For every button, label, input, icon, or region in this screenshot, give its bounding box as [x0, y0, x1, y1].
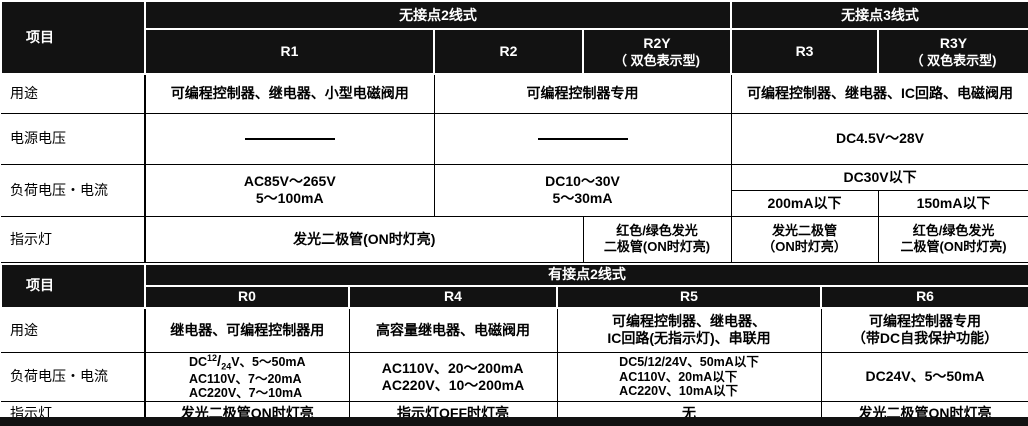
cell-load-r6: DC24V、5～50mA: [820, 352, 1028, 402]
indicator-r3y-line1: 红色/绿色发光: [912, 223, 995, 239]
indicator-r3y-line2: 二极管(ON时灯亮): [900, 239, 1007, 254]
contactless-spec-table: 项目 无接点2线式 无接点3线式 R1 R2 R2Y （ 双色表示型) R3 R…: [0, 0, 1028, 263]
indicator-r3-line1: 发光二极管: [772, 223, 838, 239]
model-header-r2y: R2Y （ 双色表示型): [581, 28, 733, 75]
bottom-divider-bar: [0, 417, 1028, 426]
use-r5-line1: 可编程控制器、继电器、: [612, 313, 766, 330]
cell-load-r5: DC5/12/24V、50mA以下 AC110V、20mA以下 AC220V、1…: [556, 352, 822, 402]
group-header-contactless-3wire: 无接点3线式: [730, 0, 1028, 30]
use-r6-line1: 可编程控制器专用: [869, 313, 982, 330]
model-header-r5: R5: [556, 284, 822, 309]
cell-supply-r2-r2y: ———: [433, 112, 732, 165]
load-r1-voltage: AC85V～265V: [243, 173, 336, 190]
group-header-contactless-2wire: 无接点2线式: [143, 0, 733, 30]
model-header-r2: R2: [433, 28, 584, 75]
model-subtitle-r2y: （ 双色表示型): [614, 52, 700, 68]
load-r0-line2: AC110V、7～20mA: [188, 372, 302, 386]
cell-supply-r1: ———: [144, 112, 435, 165]
model-subtitle-r3y: （ 双色表示型): [910, 52, 997, 68]
indicator-r3-line2: （ON时灯亮）: [762, 239, 847, 254]
load-r0-line1: DC12/24V、5～50mA: [188, 353, 306, 372]
use-r6-line2: （带DC自我保护功能）: [851, 330, 999, 347]
cell-use-r5: 可编程控制器、继电器、 IC回路(无指示灯)、串联用: [556, 307, 822, 353]
cell-use-r3-r3y: 可编程控制器、继电器、IC回路、电磁阀用: [730, 73, 1028, 114]
row-label-supply-voltage: 电源电压: [1, 112, 146, 165]
cell-supply-r3-r3y: DC4.5V～28V: [730, 112, 1028, 165]
model-header-r0: R0: [144, 284, 350, 309]
cell-use-r6: 可编程控制器专用 （带DC自我保护功能）: [820, 307, 1028, 353]
item-header-2: 项目: [0, 262, 146, 309]
load-r5-line2: AC110V、20mA以下: [619, 369, 738, 384]
load-r5-line1: DC5/12/24V、50mA以下: [619, 355, 759, 370]
load-r4-line1: AC110V、20～200mA: [381, 360, 524, 377]
row-label-use: 用途: [1, 73, 146, 114]
row-label-use-2: 用途: [1, 307, 146, 353]
cell-use-r2-r2y: 可编程控制器专用: [433, 73, 732, 114]
model-name-r2y: R2Y: [643, 34, 671, 51]
load-r2-current: 5～30mA: [552, 190, 613, 206]
cell-indicator-r3y: 红色/绿色发光 二极管(ON时灯亮): [877, 215, 1028, 263]
item-header: 项目: [0, 0, 146, 75]
row-label-load-2: 负荷电压・电流: [1, 352, 146, 402]
cell-load-r0: DC12/24V、5～50mA AC110V、7～20mA AC220V、7～1…: [144, 352, 350, 402]
cell-use-r4: 高容量继电器、电磁阀用: [348, 307, 558, 353]
model-header-r6: R6: [819, 284, 1028, 309]
load-r5-line3: AC220V、10mA以下: [619, 384, 738, 399]
model-header-r1: R1: [144, 28, 435, 75]
model-name-r3y: R3Y: [939, 34, 968, 51]
cell-load-r3-r3y-voltage: DC30V以下: [730, 163, 1028, 191]
use-r5-line2: IC回路(无指示灯)、串联用: [607, 330, 771, 347]
cell-load-r1: AC85V～265V 5～100mA: [144, 163, 435, 217]
model-header-r3y: R3Y （ 双色表示型): [877, 28, 1028, 75]
cell-use-r0: 继电器、可编程控制器用: [144, 307, 350, 353]
row-label-indicator-2: 指示灯: [1, 400, 146, 426]
cell-load-r3y-current: 150mA以下: [877, 189, 1028, 217]
cell-load-r4: AC110V、20～200mA AC220V、10～200mA: [348, 352, 558, 402]
load-r0-line3: AC220V、7～10mA: [188, 386, 303, 401]
row-label-load: 负荷电压・电流: [1, 163, 146, 217]
no-value-dash: ———: [537, 138, 628, 141]
cell-indicator-r1-r2: 发光二极管(ON时灯亮): [144, 215, 584, 263]
group-header-contact-2wire: 有接点2线式: [143, 262, 1028, 287]
load-r2-voltage: DC10～30V: [545, 173, 620, 190]
contact-spec-table: 项目 有接点2线式 R0 R4 R5 R6 用途 继电器、可编程控制器用 高容量…: [0, 262, 1028, 426]
cell-use-r1: 可编程控制器、继电器、小型电磁阀用: [144, 73, 435, 114]
load-r1-current: 5～100mA: [255, 190, 324, 206]
cell-load-r3-current: 200mA以下: [730, 189, 879, 217]
cell-indicator-r3: 发光二极管 （ON时灯亮）: [730, 215, 879, 263]
no-value-dash: ———: [244, 138, 335, 141]
model-header-r4: R4: [348, 284, 558, 309]
model-header-r3: R3: [730, 28, 880, 75]
row-label-indicator: 指示灯: [1, 215, 146, 263]
cell-load-r2-r2y: DC10～30V 5～30mA: [433, 163, 732, 217]
cell-indicator-r2y: 红色/绿色发光 二极管(ON时灯亮): [582, 215, 732, 263]
load-r4-line2: AC220V、10～200mA: [381, 376, 525, 393]
indicator-r2y-line2: 二极管(ON时灯亮): [603, 239, 711, 254]
indicator-r2y-line1: 红色/绿色发光: [616, 223, 698, 239]
